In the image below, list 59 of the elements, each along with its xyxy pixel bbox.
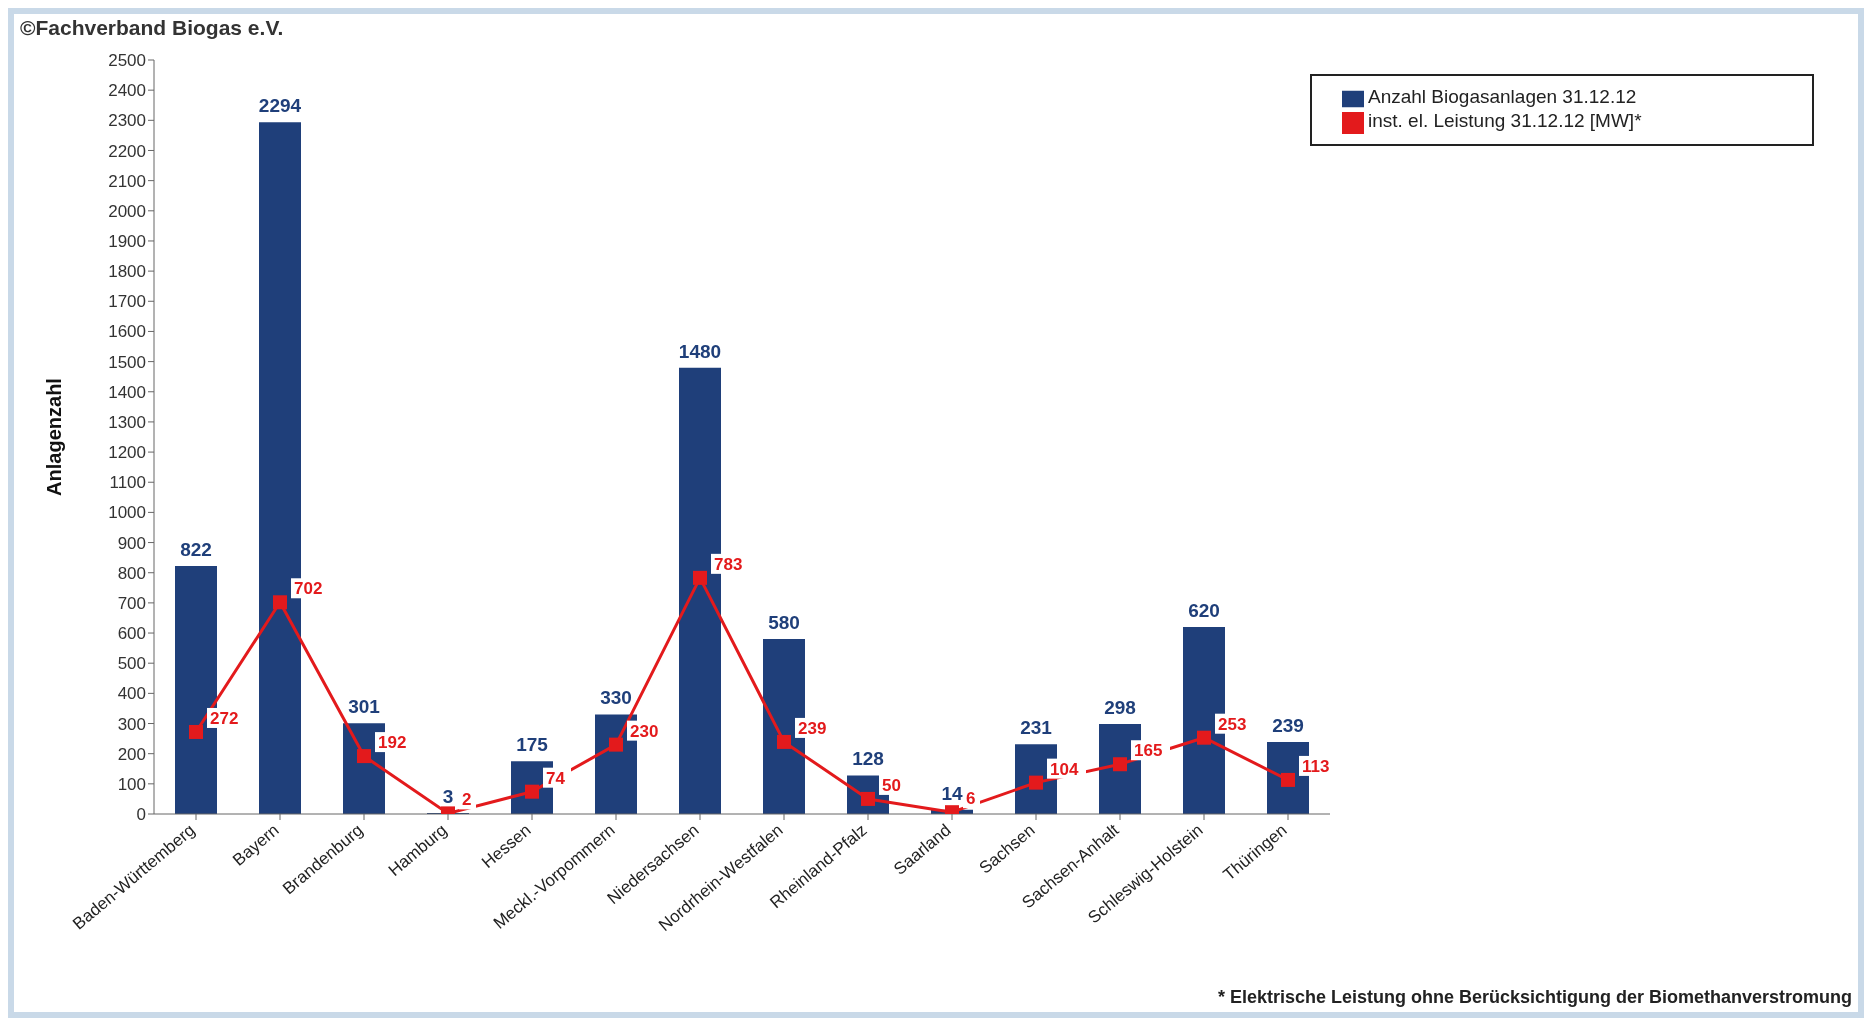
data-label: 104 xyxy=(1050,759,1079,779)
data-label: 192 xyxy=(378,733,407,753)
y-tick-label: 1000 xyxy=(108,503,146,523)
y-tick-label: 1700 xyxy=(108,292,146,312)
y-tick-label: 2200 xyxy=(108,141,146,161)
text: * Elektrische Leistung ohne Berücksichtigung der Biomethanverstromung xyxy=(1217,987,1852,1008)
data-label: 580 xyxy=(768,612,800,634)
y-tick-label: 2500 xyxy=(108,51,146,71)
data-label: 165 xyxy=(1134,741,1163,761)
legend-label: inst. el. Leistung 31.12.12 [MW]* xyxy=(1368,109,1642,131)
y-tick-label: 200 xyxy=(117,744,146,764)
y-tick-label: 400 xyxy=(117,684,146,704)
y-tick-label: 1800 xyxy=(108,262,146,282)
y-tick-label: 1300 xyxy=(108,412,146,432)
data-label: 113 xyxy=(1302,756,1330,776)
y-tick-label: 1900 xyxy=(108,232,146,251)
y-tick-label: 100 xyxy=(117,774,146,794)
y-tick-label: 900 xyxy=(117,533,146,553)
data-label: 822 xyxy=(180,539,212,561)
data-label: 301 xyxy=(348,696,381,718)
data-label: 272 xyxy=(210,708,239,728)
y-tick-label: 1100 xyxy=(109,473,146,493)
data-label: 239 xyxy=(1272,714,1304,736)
y-tick-label: 300 xyxy=(117,714,146,734)
data-label: 783 xyxy=(714,554,743,574)
data-label: 2294 xyxy=(258,95,302,117)
data-label: 298 xyxy=(1104,697,1136,719)
y-tick-label: 1600 xyxy=(108,322,146,342)
data-label: 702 xyxy=(294,579,323,599)
y-tick-label: 500 xyxy=(117,654,146,674)
data-label: 2 xyxy=(462,790,472,810)
data-label: 128 xyxy=(852,748,884,770)
data-label: 620 xyxy=(1188,600,1220,622)
data-label: 74 xyxy=(546,768,566,788)
y-tick-label: 1200 xyxy=(108,443,146,463)
y-tick-label: 0 xyxy=(136,805,146,825)
y-tick-label: 700 xyxy=(117,593,146,613)
y-tick-label: 2300 xyxy=(108,111,146,131)
data-label: 6 xyxy=(966,789,976,809)
data-label: 330 xyxy=(600,687,632,709)
data-label: 175 xyxy=(516,734,549,756)
data-label: 3 xyxy=(442,786,454,808)
data-label: 253 xyxy=(1218,714,1247,734)
legend-label: Anzahl Biogasanlagen 31.12.12 xyxy=(1368,86,1637,107)
text: ©Fachverband Biogas e.V. xyxy=(20,16,284,40)
data-label: 239 xyxy=(798,718,827,738)
y-tick-label: 1400 xyxy=(108,382,146,402)
y-axis-title: Anlagenzahl xyxy=(43,378,66,496)
data-label: 14 xyxy=(941,782,963,804)
y-tick-label: 2000 xyxy=(108,201,146,221)
y-tick-label: 800 xyxy=(117,563,146,583)
data-label: 50 xyxy=(882,775,901,795)
y-tick-label: 2400 xyxy=(108,81,146,101)
y-tick-label: 1500 xyxy=(108,352,146,372)
data-label: 1480 xyxy=(678,340,722,362)
data-label: 231 xyxy=(1020,717,1053,739)
y-tick-label: 600 xyxy=(117,624,146,644)
data-label: 230 xyxy=(630,721,659,741)
y-tick-label: 2100 xyxy=(108,171,146,191)
